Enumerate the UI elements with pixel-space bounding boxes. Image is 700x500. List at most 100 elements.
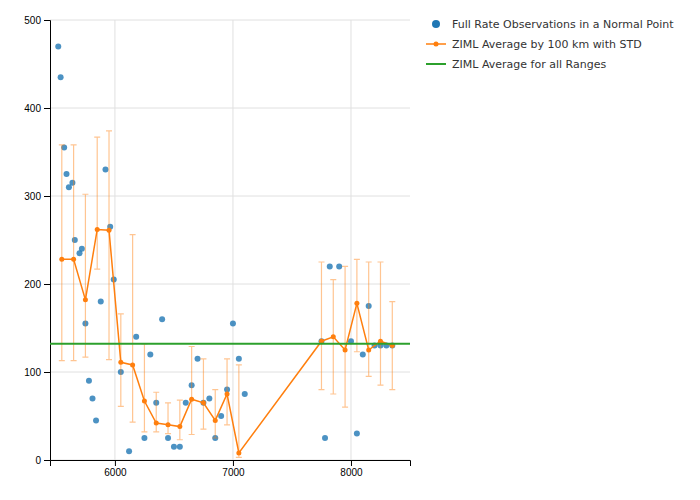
error-bar [377, 262, 383, 385]
line-marker [225, 392, 230, 397]
tick-mark [44, 460, 50, 461]
scatter-point [72, 237, 78, 243]
line-marker [142, 399, 147, 404]
line-marker [59, 257, 64, 262]
grid-line-y [50, 20, 410, 21]
legend-item: ZIML Average for all Ranges [426, 58, 606, 71]
legend-symbol [434, 42, 439, 47]
scatter-point [126, 448, 132, 454]
error-bar [94, 137, 100, 269]
scatter-point [141, 435, 147, 441]
error-bar [200, 359, 206, 429]
scatter-point [93, 417, 99, 423]
scatter-point [133, 334, 139, 340]
series-line [59, 131, 395, 457]
legend-item: Full Rate Observations in a Normal Point [432, 18, 674, 31]
grid-line-y [50, 372, 410, 373]
grid-line-y [50, 284, 410, 285]
scatter-point [183, 400, 189, 406]
axis-domain [44, 21, 51, 461]
legend-symbol [432, 20, 440, 28]
error-bar [82, 194, 88, 357]
grid-line-x [114, 20, 115, 460]
scatter-point [89, 395, 95, 401]
scatter-point [360, 351, 366, 357]
y-axis: 0100200300400500 [24, 15, 50, 466]
scatter-point [102, 167, 108, 173]
legend-symbol [426, 63, 446, 65]
tick: 500 [24, 15, 50, 26]
scatter-point [322, 435, 328, 441]
scatter-point [165, 435, 171, 441]
scatter-point [159, 316, 165, 322]
line-marker [331, 334, 336, 339]
scatter-point [171, 444, 177, 450]
tick-label: 200 [24, 279, 41, 290]
marks [50, 43, 410, 457]
line-marker [189, 397, 194, 402]
tick-mark [44, 108, 50, 109]
tick-mark [233, 460, 234, 466]
error-bar [342, 266, 348, 407]
tick: 200 [24, 279, 50, 290]
scatter-point [98, 299, 104, 305]
error-bar [354, 259, 360, 351]
scatter-point [195, 356, 201, 362]
series-scatter [55, 43, 395, 454]
legend-label: ZIML Average by 100 km with STD [452, 38, 642, 51]
error-bar [389, 302, 395, 390]
scatter-point [206, 395, 212, 401]
legend-item: ZIML Average by 100 km with STD [426, 38, 642, 51]
error-bar [366, 262, 372, 376]
error-bar [141, 344, 147, 432]
error-bar [165, 403, 171, 434]
series-hline [50, 343, 410, 344]
tick: 0 [35, 455, 50, 466]
error-bar [212, 390, 218, 438]
scatter-point [69, 180, 75, 186]
scatter-point [327, 263, 333, 269]
x-axis: 600070008000 [51, 460, 411, 478]
line-marker [130, 362, 135, 367]
line-marker [177, 424, 182, 429]
error-bar [318, 262, 324, 390]
error-bar [189, 346, 195, 434]
chart: 6000700080000100200300400500Full Rate Ob… [0, 0, 700, 500]
legend: Full Rate Observations in a Normal Point… [426, 18, 674, 71]
tick-label: 7000 [222, 467, 245, 478]
line-marker [213, 418, 218, 423]
tick-label: 0 [35, 455, 41, 466]
scatter-point [55, 43, 61, 49]
scatter-point [86, 378, 92, 384]
scatter-point [79, 246, 85, 252]
line-marker [118, 360, 123, 365]
line-marker [236, 450, 241, 455]
line [62, 229, 392, 453]
grid-line-x [350, 20, 351, 460]
tick-mark [44, 372, 50, 373]
tick-mark [351, 460, 352, 466]
tick-mark [44, 20, 50, 21]
scatter-point [218, 413, 224, 419]
tick-label: 500 [24, 15, 41, 26]
legend-label: Full Rate Observations in a Normal Point [452, 18, 674, 31]
tick-mark [44, 196, 50, 197]
scatter-point [230, 321, 236, 327]
line-marker [354, 301, 359, 306]
scatter-point [58, 74, 64, 80]
error-bar [330, 280, 336, 394]
line-marker [107, 228, 112, 233]
scatter-point [147, 351, 153, 357]
tick-label: 400 [24, 103, 41, 114]
error-bar [59, 145, 65, 361]
line-marker [366, 348, 371, 353]
tick-mark [115, 460, 116, 466]
scatter-point [336, 263, 342, 269]
tick-label: 100 [24, 367, 41, 378]
line-marker [95, 227, 100, 232]
tick: 100 [24, 367, 50, 378]
tick: 7000 [222, 460, 245, 478]
line-marker [343, 348, 348, 353]
grid-line-x [232, 20, 233, 460]
scatter-point [177, 444, 183, 450]
